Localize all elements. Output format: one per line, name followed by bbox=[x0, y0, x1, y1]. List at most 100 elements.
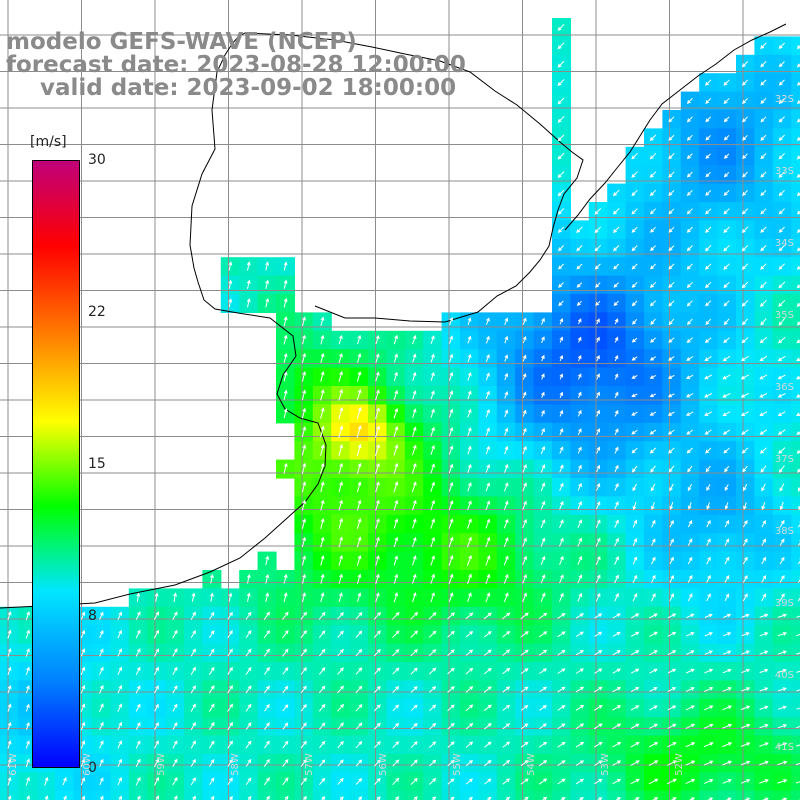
wind-arrow bbox=[724, 484, 729, 492]
wind-arrow bbox=[667, 429, 675, 435]
wind-arrow bbox=[210, 795, 215, 800]
colorbar-tick: 0 bbox=[88, 760, 97, 776]
wind-arrow bbox=[777, 742, 788, 747]
wind-arrow bbox=[724, 465, 730, 473]
wind-arrow bbox=[522, 317, 527, 325]
wind-arrow bbox=[302, 316, 306, 327]
wind-arrow bbox=[541, 317, 545, 325]
wind-arrow bbox=[375, 389, 380, 401]
longitude-label: 57W bbox=[303, 753, 315, 776]
wind-arrow bbox=[614, 482, 619, 491]
wind-arrow bbox=[467, 445, 472, 455]
wind-arrow bbox=[117, 648, 122, 657]
wind-arrow bbox=[467, 317, 472, 326]
wind-arrow bbox=[760, 318, 767, 326]
wind-arrow bbox=[740, 705, 751, 711]
wind-arrow bbox=[190, 721, 196, 731]
wind-arrow bbox=[777, 650, 787, 655]
wind-arrow bbox=[246, 279, 251, 290]
wind-arrow bbox=[465, 649, 474, 656]
wind-arrow bbox=[558, 300, 564, 307]
wind-arrow bbox=[483, 649, 492, 656]
wind-arrow bbox=[593, 686, 603, 693]
wind-speed-cell bbox=[754, 790, 774, 800]
wind-arrow bbox=[796, 726, 800, 729]
wind-arrow bbox=[742, 318, 749, 326]
wind-arrow bbox=[300, 703, 307, 712]
wind-arrow bbox=[448, 573, 454, 585]
wind-arrow bbox=[724, 556, 730, 565]
wind-arrow bbox=[300, 685, 307, 694]
wind-arrow bbox=[81, 795, 86, 800]
wind-arrow bbox=[300, 722, 307, 730]
wind-arrow bbox=[612, 705, 622, 711]
wind-arrow bbox=[7, 758, 12, 768]
wind-arrow bbox=[520, 686, 529, 693]
wind-arrow bbox=[449, 317, 454, 326]
wind-arrow bbox=[428, 759, 437, 767]
wind-arrow bbox=[759, 429, 768, 435]
wind-arrow bbox=[99, 648, 104, 657]
wind-arrow bbox=[797, 521, 800, 528]
wind-arrow bbox=[667, 668, 677, 674]
wind-arrow bbox=[577, 318, 582, 325]
wind-arrow bbox=[722, 411, 731, 416]
wind-arrow bbox=[428, 667, 437, 675]
wind-speed-cell bbox=[791, 386, 800, 405]
wind-arrow bbox=[375, 536, 380, 548]
wind-arrow bbox=[650, 318, 656, 326]
wind-arrow bbox=[430, 445, 435, 455]
wind-arrow bbox=[135, 648, 141, 657]
wind-speed-cell bbox=[570, 790, 590, 800]
wind-speed-cell bbox=[791, 349, 800, 369]
wind-arrow bbox=[778, 79, 785, 86]
wind-arrow bbox=[318, 722, 326, 730]
wind-arrow bbox=[797, 595, 800, 602]
wind-arrow bbox=[778, 226, 785, 233]
wind-arrow bbox=[685, 760, 696, 766]
wind-arrow bbox=[338, 389, 344, 401]
wind-arrow bbox=[337, 759, 344, 767]
wind-arrow bbox=[7, 629, 12, 639]
wind-arrow bbox=[245, 777, 252, 786]
wind-arrow bbox=[411, 444, 417, 456]
wind-arrow bbox=[540, 592, 546, 602]
wind-arrow bbox=[208, 740, 215, 749]
wind-arrow bbox=[337, 667, 344, 675]
wind-arrow bbox=[245, 703, 252, 712]
wind-speed-cell bbox=[791, 754, 800, 773]
wind-arrow bbox=[557, 42, 565, 50]
longitude-label: 52W bbox=[673, 753, 685, 776]
wind-arrow bbox=[411, 481, 417, 493]
wind-arrow bbox=[282, 758, 289, 767]
wind-arrow bbox=[301, 536, 307, 548]
wind-arrow bbox=[778, 465, 785, 473]
wind-arrow bbox=[80, 648, 86, 657]
wind-speed-cell bbox=[791, 146, 800, 166]
wind-speed-cell bbox=[184, 790, 203, 800]
wind-arrow bbox=[722, 355, 731, 362]
wind-arrow bbox=[410, 704, 418, 712]
wind-arrow bbox=[246, 573, 251, 584]
colorbar bbox=[32, 160, 80, 768]
wind-speed-cell bbox=[515, 790, 535, 800]
wind-speed-cell bbox=[276, 790, 295, 800]
wind-arrow bbox=[576, 226, 583, 234]
wind-arrow bbox=[631, 245, 638, 252]
wind-arrow bbox=[632, 556, 638, 565]
wind-arrow bbox=[450, 796, 455, 800]
wind-arrow bbox=[613, 245, 620, 252]
wind-arrow bbox=[136, 592, 141, 602]
wind-arrow bbox=[153, 611, 159, 621]
wind-arrow bbox=[669, 556, 674, 565]
wind-arrow bbox=[355, 759, 363, 767]
wind-arrow bbox=[741, 79, 749, 86]
colorbar-tick: 15 bbox=[88, 456, 106, 472]
wind-arrow bbox=[522, 500, 527, 510]
wind-arrow bbox=[704, 668, 714, 674]
wind-arrow bbox=[373, 704, 381, 712]
wind-arrow bbox=[99, 740, 104, 749]
wind-arrow bbox=[263, 648, 270, 657]
wind-arrow bbox=[246, 261, 251, 271]
wind-arrow bbox=[596, 409, 600, 417]
